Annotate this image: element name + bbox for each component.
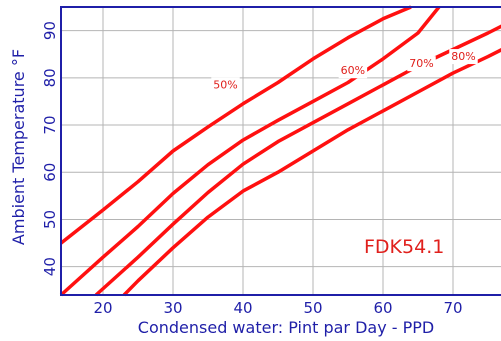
y-axis-title: Ambient Temperature °F <box>9 49 28 245</box>
curve-label-background <box>338 63 368 79</box>
curve-label-text: 50% <box>213 78 237 91</box>
y-tick-label: 40 <box>41 257 59 276</box>
curve-labels: 50% 60% 70% 80% <box>211 49 478 93</box>
curve-60-percent <box>59 5 441 297</box>
curve-label-background <box>449 49 478 65</box>
y-tick-label: 90 <box>41 21 59 40</box>
curve-label-text: 80% <box>451 50 475 63</box>
y-tick-label: 70 <box>41 115 59 134</box>
x-axis-title: Condensed water: Pint par Day - PPD <box>138 318 434 337</box>
y-tick-labels: 40 50 60 70 80 90 <box>41 21 59 276</box>
x-tick-label: 20 <box>93 299 112 317</box>
curve-label-text: 60% <box>341 64 365 77</box>
y-tick-label: 80 <box>41 68 59 87</box>
x-tick-label: 30 <box>163 299 182 317</box>
curve-label: 60% <box>338 63 368 79</box>
curve-80-percent <box>122 48 501 297</box>
curve-label-text: 70% <box>409 57 433 70</box>
y-tick-label: 50 <box>41 210 59 229</box>
model-annotation: FDK54.1 <box>364 236 444 258</box>
curve-label: 50% <box>211 77 240 93</box>
curve-label-background <box>407 56 436 72</box>
curve-label: 80% <box>449 49 478 65</box>
curve-label-background <box>211 77 240 93</box>
plot-frame <box>60 6 501 296</box>
x-tick-label: 60 <box>373 299 392 317</box>
curve-50-percent <box>59 5 412 245</box>
curve-label: 70% <box>407 56 436 72</box>
y-tick-label: 60 <box>41 163 59 182</box>
x-tick-label: 40 <box>233 299 252 317</box>
x-tick-label: 50 <box>303 299 322 317</box>
x-tick-label: 70 <box>443 299 462 317</box>
x-tick-labels: 20 30 40 50 60 70 <box>93 299 462 317</box>
